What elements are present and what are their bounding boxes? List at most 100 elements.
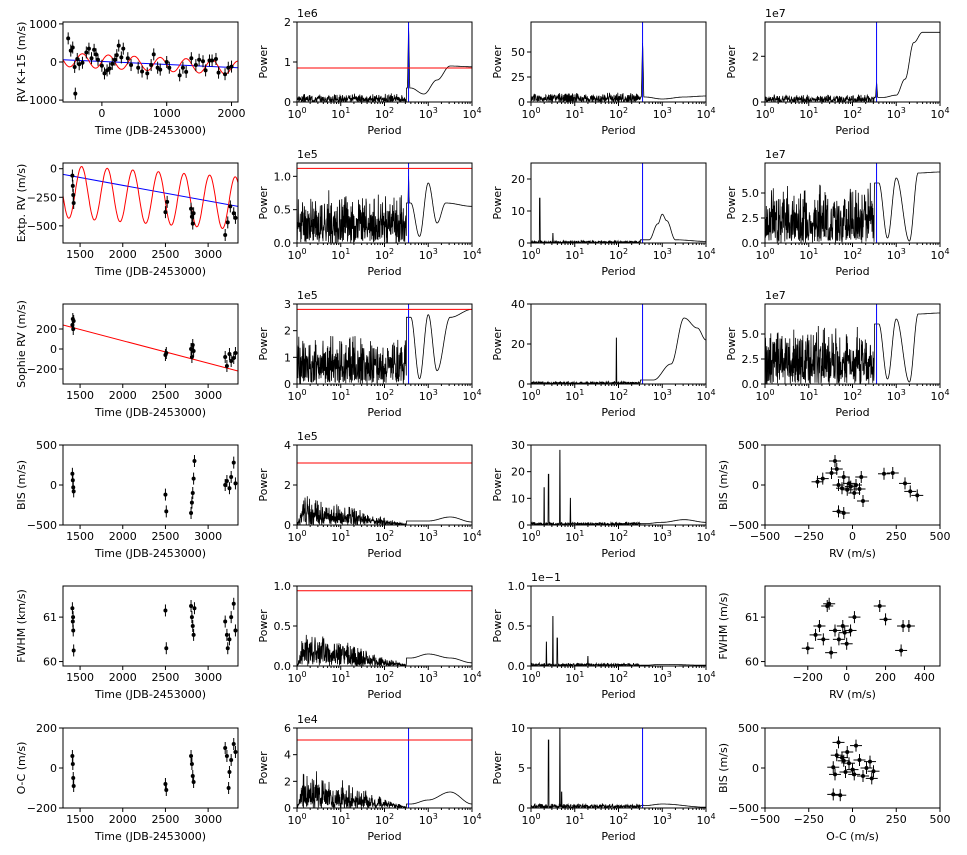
x-tick-label: 104 bbox=[930, 247, 949, 262]
x-tick-label: 104 bbox=[462, 529, 481, 544]
y-tick-label: 0 bbox=[50, 343, 57, 356]
x-tick-label: 103 bbox=[887, 106, 906, 121]
data-point bbox=[71, 193, 76, 197]
x-axis-label: Period bbox=[367, 265, 401, 278]
y-tick-label: 0 bbox=[518, 802, 525, 815]
axes-frame bbox=[62, 727, 239, 809]
data-point bbox=[158, 67, 163, 72]
y-tick-label: 1.0 bbox=[274, 170, 292, 183]
data-point bbox=[149, 63, 154, 68]
power-curve bbox=[297, 176, 472, 243]
data-point bbox=[163, 608, 168, 613]
data-point bbox=[223, 355, 228, 359]
data-point bbox=[821, 637, 826, 642]
axes-frame bbox=[296, 21, 473, 103]
data-point bbox=[834, 467, 839, 471]
data-point bbox=[226, 786, 231, 790]
x-tick-exponent: 2 bbox=[623, 106, 628, 115]
y-tick-label: 1 bbox=[284, 56, 291, 69]
data-point bbox=[229, 475, 234, 479]
x-tick-exponent: 4 bbox=[476, 529, 481, 538]
x-tick-label: 103 bbox=[419, 812, 438, 827]
plot-area bbox=[297, 462, 472, 525]
x-tick-label: 101 bbox=[799, 388, 818, 403]
y-tick-label: 1.0 bbox=[508, 580, 526, 593]
x-axis-label: Period bbox=[601, 830, 635, 843]
data-point bbox=[189, 604, 194, 608]
y-tick-label: 60 bbox=[43, 656, 57, 669]
power-curve bbox=[531, 317, 706, 384]
y-tick-label: 0 bbox=[284, 802, 291, 815]
data-point bbox=[833, 772, 837, 777]
x-tick-exponent: 2 bbox=[857, 247, 862, 256]
data-point bbox=[189, 355, 194, 359]
x-tick-exponent: 1 bbox=[345, 670, 350, 679]
x-axis-label: Period bbox=[367, 830, 401, 843]
plot-area bbox=[63, 32, 238, 100]
x-tick-exponent: 1 bbox=[345, 388, 350, 397]
y-axis-label: Power bbox=[725, 45, 738, 79]
data-point bbox=[71, 327, 76, 331]
data-point bbox=[827, 601, 832, 606]
data-point bbox=[89, 56, 94, 61]
data-point bbox=[94, 52, 99, 57]
x-tick-label: 0 bbox=[98, 107, 105, 120]
x-tick-exponent: 1 bbox=[345, 812, 350, 821]
x-tick-exponent: 3 bbox=[667, 812, 672, 821]
x-tick-label: 1500 bbox=[66, 389, 94, 402]
y-tick-label: 0.0 bbox=[274, 660, 292, 673]
data-point bbox=[68, 48, 73, 53]
y-tick-label: 2.5 bbox=[742, 353, 760, 366]
y-axis-label: BIS (m/s) bbox=[717, 460, 730, 510]
axis-multiplier: 1e−1 bbox=[531, 571, 561, 584]
data-point bbox=[86, 46, 91, 51]
x-tick-label: 103 bbox=[653, 529, 672, 544]
data-point bbox=[845, 750, 850, 754]
data-point bbox=[167, 65, 172, 70]
data-point bbox=[119, 55, 124, 60]
x-axis-label: Period bbox=[367, 688, 401, 701]
data-point bbox=[903, 481, 907, 486]
x-tick-exponent: 3 bbox=[667, 388, 672, 397]
x-axis-label: Period bbox=[367, 124, 401, 137]
data-point bbox=[869, 776, 874, 781]
data-point bbox=[223, 483, 228, 487]
axis-multiplier: 1e7 bbox=[765, 7, 786, 20]
data-point bbox=[110, 61, 115, 66]
data-point bbox=[861, 774, 865, 778]
data-point bbox=[845, 487, 850, 492]
data-point bbox=[906, 624, 911, 628]
plot-area bbox=[765, 304, 940, 384]
plot-area bbox=[297, 22, 472, 102]
data-point bbox=[192, 606, 197, 611]
y-tick-label: 0 bbox=[752, 479, 759, 492]
x-tick-exponent: 0 bbox=[769, 388, 774, 397]
x-tick-exponent: 3 bbox=[433, 529, 438, 538]
y-axis-label: Power bbox=[491, 609, 504, 643]
x-tick-exponent: 0 bbox=[535, 670, 540, 679]
data-point bbox=[915, 493, 920, 498]
data-point bbox=[197, 57, 202, 62]
x-tick-label: 500 bbox=[930, 530, 951, 543]
x-tick-exponent: 2 bbox=[623, 529, 628, 538]
y-tick-label: −250 bbox=[27, 191, 57, 204]
data-point bbox=[177, 73, 182, 78]
x-axis-label: Period bbox=[367, 406, 401, 419]
data-point bbox=[210, 58, 215, 63]
data-point bbox=[233, 481, 238, 486]
plot-area bbox=[297, 304, 472, 384]
x-tick-exponent: 4 bbox=[476, 247, 481, 256]
data-point bbox=[70, 173, 75, 178]
data-point bbox=[189, 206, 194, 211]
data-point bbox=[190, 491, 195, 495]
y-tick-label: 0 bbox=[284, 378, 291, 391]
y-axis-label: Power bbox=[491, 45, 504, 79]
axes-frame bbox=[764, 585, 941, 667]
x-tick-exponent: 0 bbox=[301, 670, 306, 679]
data-point bbox=[231, 460, 236, 465]
plot-area bbox=[70, 738, 238, 796]
y-tick-label: 2 bbox=[752, 50, 759, 63]
